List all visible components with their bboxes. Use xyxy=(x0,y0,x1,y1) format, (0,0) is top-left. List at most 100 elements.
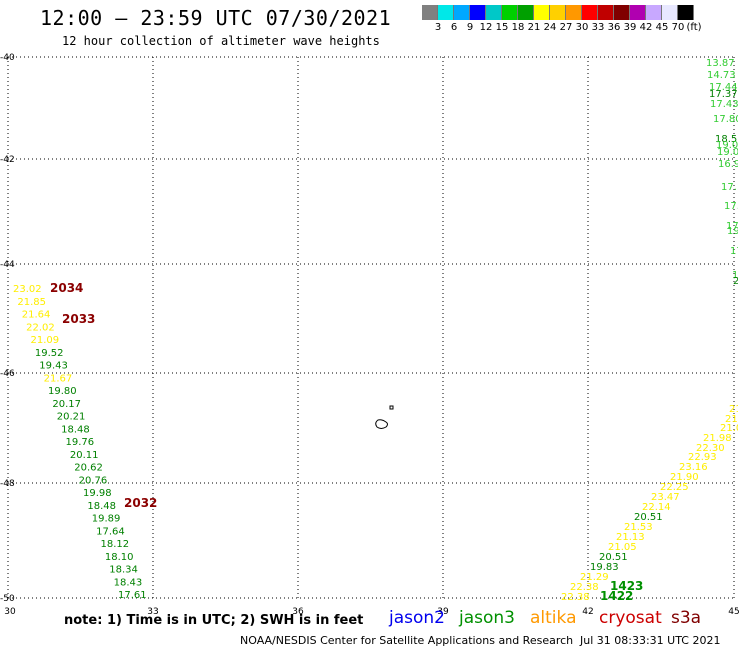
swh-value-right-top: 18.5 xyxy=(715,134,737,145)
island-outline xyxy=(375,419,388,429)
swh-value-right-top: 19.0 xyxy=(716,140,738,151)
swh-value-right-bottom: 21.04 xyxy=(720,423,740,434)
islet-outline xyxy=(389,405,394,410)
longitude-label: 36 xyxy=(292,607,304,617)
swh-value-right-top: 19 xyxy=(727,226,740,237)
swh-value-right-bottom: 21.53 xyxy=(624,522,653,533)
swh-value-right-bottom: 22.38 xyxy=(570,582,599,593)
scale-label: 36 xyxy=(607,22,621,33)
swh-value-left: 21.09 xyxy=(31,335,60,346)
right-edge-mask xyxy=(738,50,740,610)
latitude-label: -48 xyxy=(0,479,15,489)
time-stamp: 2034 xyxy=(50,281,83,295)
color-scale-bar xyxy=(422,5,694,20)
swh-value-right-top: 17.37 xyxy=(709,89,738,100)
swh-value-right-bottom: 22.25 xyxy=(660,482,689,493)
time-stamp: 2032 xyxy=(124,496,157,510)
swh-value-right-top: 16.9 xyxy=(718,159,740,170)
swh-value-right-bottom: 21 xyxy=(729,404,740,415)
time-stamp: 1423 xyxy=(610,579,643,593)
footnote: note: 1) Time is in UTC; 2) SWH is in fe… xyxy=(64,613,364,628)
scale-swatch xyxy=(598,5,614,20)
scale-label: 42 xyxy=(639,22,653,33)
latitude-label: -44 xyxy=(0,260,15,270)
scale-swatch xyxy=(534,5,550,20)
scale-swatch xyxy=(566,5,582,20)
legend-jason3: jason3 xyxy=(459,608,515,628)
scale-label: 30 xyxy=(575,22,589,33)
swh-value-left: 20.62 xyxy=(74,463,103,474)
swh-value-right-bottom: 22.38 xyxy=(561,592,590,603)
swh-value-right-top: 14.73 xyxy=(707,70,736,81)
scale-label: (ft) xyxy=(686,22,702,33)
scale-label: 39 xyxy=(623,22,637,33)
swh-value-left: 18.12 xyxy=(101,539,130,550)
swh-value-right-top: 17.43 xyxy=(710,99,739,110)
longitude-label: 42 xyxy=(582,607,593,617)
swh-value-left: 17.61 xyxy=(118,590,147,601)
scale-swatch xyxy=(614,5,630,20)
swh-value-left: 17.64 xyxy=(96,526,125,537)
swh-value-right-bottom: 23.47 xyxy=(651,492,680,503)
swh-value-left: 18.48 xyxy=(61,424,90,435)
swh-value-left: 19.98 xyxy=(83,488,112,499)
swh-value-right-top: 19.0 xyxy=(717,147,739,158)
scale-label: 45 xyxy=(655,22,669,33)
swh-value-right-bottom: 21.13 xyxy=(616,532,645,543)
swh-value-right-top: 17 xyxy=(730,246,740,257)
swh-value-right-bottom: 20.51 xyxy=(634,512,663,523)
swh-value-left: 20.17 xyxy=(52,399,81,410)
scale-swatch xyxy=(582,5,598,20)
scale-label: 9 xyxy=(466,22,474,33)
scale-label: 70 xyxy=(671,22,685,33)
swh-value-left: 18.48 xyxy=(87,501,116,512)
swh-value-right-bottom: 19.83 xyxy=(590,562,619,573)
scale-label: 3 xyxy=(434,22,442,33)
scale-swatch xyxy=(630,5,646,20)
swh-value-right-top: 1 xyxy=(732,270,738,281)
swh-value-left: 19.80 xyxy=(48,386,77,397)
latitude-label: -46 xyxy=(0,369,15,379)
legend-altika: altika xyxy=(530,608,577,628)
swh-value-right-bottom: 23.16 xyxy=(679,462,708,473)
latitude-label: -42 xyxy=(0,155,15,165)
swh-value-left: 18.34 xyxy=(109,565,138,576)
longitude-label: 30 xyxy=(4,607,16,617)
scale-swatch xyxy=(486,5,502,20)
scale-label: 12 xyxy=(479,22,493,33)
swh-value-left: 19.43 xyxy=(39,361,68,372)
scale-swatch xyxy=(422,5,438,20)
swh-value-right-bottom: 21. xyxy=(725,414,740,425)
legend-cryosat: cryosat xyxy=(599,608,662,628)
swh-value-right-top: 17.80 xyxy=(713,114,740,125)
swh-value-right-bottom: 21.05 xyxy=(608,542,637,553)
scale-swatch xyxy=(470,5,486,20)
swh-value-left: 19.52 xyxy=(35,348,64,359)
credit-date: Jul 31 08:33:31 UTC 2021 xyxy=(580,634,721,647)
latitude-label: -50 xyxy=(0,594,15,604)
swh-value-left: 22.02 xyxy=(26,322,55,333)
scale-swatch xyxy=(550,5,566,20)
map-subtitle: 12 hour collection of altimeter wave hei… xyxy=(62,34,380,48)
longitude-label: 33 xyxy=(147,607,158,617)
scale-swatch xyxy=(662,5,678,20)
time-stamp: 1422 xyxy=(600,589,633,603)
longitude-label: 39 xyxy=(437,607,449,617)
scale-label: 24 xyxy=(543,22,557,33)
swh-value-left: 18.10 xyxy=(105,552,134,563)
swh-value-left: 20.76 xyxy=(79,475,108,486)
swh-value-right-bottom: 20.51 xyxy=(599,552,628,563)
swh-value-right-top: 2 xyxy=(733,276,739,287)
map-title: 12:00 — 23:59 UTC 07/30/2021 xyxy=(40,6,392,30)
swh-value-right-bottom: 22.30 xyxy=(696,443,725,454)
time-stamp: 2033 xyxy=(62,312,95,326)
scale-swatch xyxy=(454,5,470,20)
color-scale-labels: 3 6 9 12 15 18 21 24 27 30 33 36 39 42 45 70 (ft) xyxy=(422,22,740,36)
swh-value-right-top: 17.44 xyxy=(709,82,738,93)
credit-line: NOAA/NESDIS Center for Satellite Applica… xyxy=(240,634,574,647)
swh-value-left: 21.67 xyxy=(44,373,73,384)
swh-value-right-top: 17. xyxy=(721,182,737,193)
scale-swatch xyxy=(518,5,534,20)
scale-label: 15 xyxy=(495,22,509,33)
